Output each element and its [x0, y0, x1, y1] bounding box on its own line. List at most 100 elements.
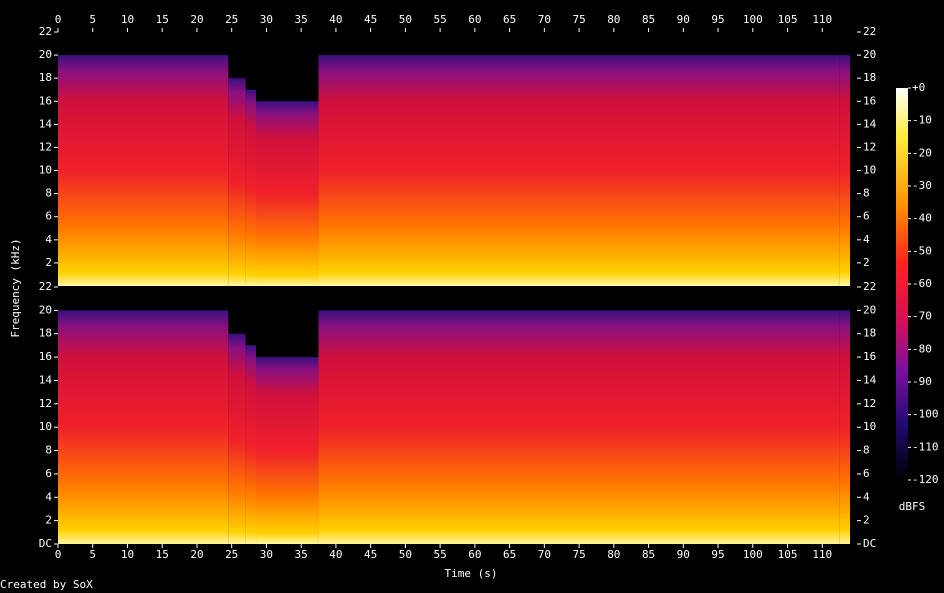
x-tick-label: 95	[711, 548, 724, 561]
x-tick-label: 15	[156, 13, 169, 26]
y-tick-label: 20	[863, 48, 876, 61]
footer: Created by SoX	[0, 578, 93, 591]
spectrum-segment	[839, 55, 851, 286]
y-tick-label: 22	[39, 25, 52, 38]
x-tick-label: 0	[55, 548, 62, 561]
y-tick-label: 10	[39, 164, 52, 177]
spectrum-segment	[228, 333, 246, 544]
x-tick-label: 25	[225, 548, 238, 561]
x-tick-label: 75	[572, 13, 585, 26]
colorbar-tick-label: +0	[912, 81, 925, 94]
x-tick-label: 100	[743, 13, 763, 26]
spectrum-segment	[256, 357, 319, 544]
y-tick-label: 18	[39, 327, 52, 340]
spectrum-segment	[318, 310, 840, 544]
y-tick-label: 8	[863, 444, 870, 457]
x-tick-label: 80	[607, 13, 620, 26]
y-tick-label: 22	[863, 25, 876, 38]
spectrum-segment	[58, 310, 229, 544]
x-tick-label: 85	[642, 13, 655, 26]
y-tick-label: 10	[39, 420, 52, 433]
colorbar-tick-label: -30	[912, 179, 932, 192]
x-tick-label: 55	[434, 548, 447, 561]
colorbar-tick-label: -110	[912, 440, 939, 453]
spectrum-segment	[228, 78, 246, 286]
spectrum-segment	[839, 310, 851, 544]
x-tick-label: 90	[677, 13, 690, 26]
y-tick-label: 20	[39, 48, 52, 61]
colorbar-tick-label: -20	[912, 146, 932, 159]
x-axis-label: Time (s)	[445, 567, 498, 580]
y-tick-label: 20	[39, 303, 52, 316]
y-tick-label: 2	[45, 256, 52, 269]
x-tick-label: 90	[677, 548, 690, 561]
x-tick-label: 20	[190, 548, 203, 561]
y-tick-label: 2	[863, 256, 870, 269]
colorbar-tick-label: -10	[912, 114, 932, 127]
colorbar-tick-label: -120	[912, 473, 939, 486]
y-tick-label: 12	[39, 140, 52, 153]
x-tick-label: 95	[711, 13, 724, 26]
x-tick-label: 100	[743, 548, 763, 561]
y-tick-label: 16	[39, 94, 52, 107]
spectrum-segment	[245, 89, 257, 287]
x-tick-label: 5	[89, 13, 96, 26]
x-tick-label: 40	[329, 13, 342, 26]
x-tick-label: 110	[812, 548, 832, 561]
y-tick-label: 16	[863, 94, 876, 107]
colorbar-tick-label: -60	[912, 277, 932, 290]
spectrum-segment	[256, 101, 319, 286]
x-tick-label: 35	[295, 548, 308, 561]
colorbar-tick-label: -50	[912, 244, 932, 257]
y-tick-label: 22	[39, 280, 52, 293]
x-tick-label: 110	[812, 13, 832, 26]
y-tick-label: DC	[39, 537, 52, 550]
y-tick-label: 12	[39, 397, 52, 410]
y-tick-label: 4	[863, 233, 870, 246]
y-tick-label: 20	[863, 303, 876, 316]
y-tick-label: 14	[863, 117, 877, 130]
x-tick-label: 80	[607, 548, 620, 561]
x-tick-label: 60	[468, 548, 481, 561]
colorbar	[896, 88, 908, 480]
colorbar-tick-label: -80	[912, 342, 932, 355]
y-tick-label: DC	[863, 537, 876, 550]
x-tick-label: 40	[329, 548, 342, 561]
y-tick-label: 22	[863, 280, 876, 293]
x-tick-label: 5	[89, 548, 96, 561]
colorbar-tick-label: -90	[912, 375, 932, 388]
x-tick-label: 70	[538, 548, 551, 561]
x-tick-label: 10	[121, 13, 134, 26]
y-tick-label: 8	[45, 444, 52, 457]
y-tick-label: 8	[45, 187, 52, 200]
y-tick-label: 4	[45, 233, 52, 246]
x-tick-label: 70	[538, 13, 551, 26]
y-tick-label: 14	[39, 117, 53, 130]
x-tick-label: 105	[778, 13, 798, 26]
y-tick-label: 18	[39, 71, 52, 84]
x-tick-label: 0	[55, 13, 62, 26]
y-tick-label: 14	[39, 373, 53, 386]
y-tick-label: 6	[45, 210, 52, 223]
colorbar-label: dBFS	[899, 500, 926, 513]
x-tick-label: 20	[190, 13, 203, 26]
y-tick-label: 8	[863, 187, 870, 200]
y-tick-label: 12	[863, 397, 876, 410]
x-tick-label: 30	[260, 548, 273, 561]
spectrum-segment	[318, 55, 840, 286]
x-tick-label: 85	[642, 548, 655, 561]
x-tick-label: 30	[260, 13, 273, 26]
x-tick-label: 25	[225, 13, 238, 26]
y-tick-label: 18	[863, 327, 876, 340]
y-tick-label: 16	[863, 350, 876, 363]
colorbar-tick-label: -40	[912, 212, 932, 225]
y-tick-label: 18	[863, 71, 876, 84]
x-tick-label: 50	[399, 13, 412, 26]
y-tick-label: 6	[863, 467, 870, 480]
x-tick-label: 65	[503, 13, 516, 26]
y-tick-label: 4	[45, 490, 52, 503]
x-tick-label: 65	[503, 548, 516, 561]
y-axis-label: Frequency (kHz)	[9, 238, 22, 337]
colorbar-tick-label: -100	[912, 408, 939, 421]
